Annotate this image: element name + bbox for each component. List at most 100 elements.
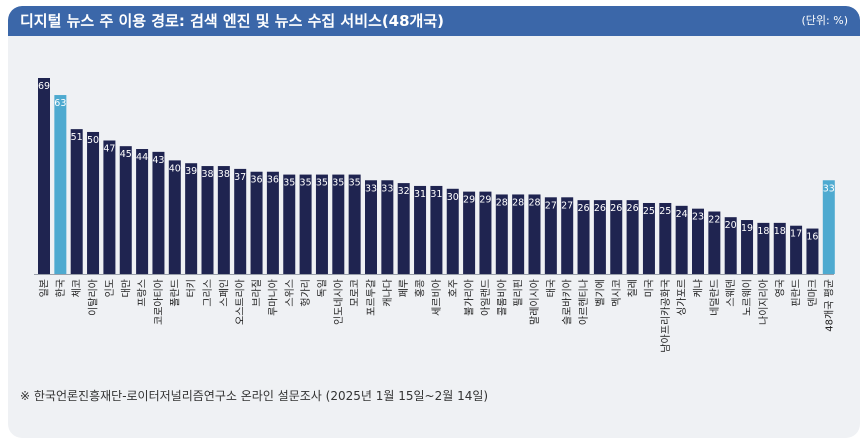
x-tick-label: 모로코 [350, 279, 361, 307]
bar-value-label: 47 [103, 143, 115, 154]
bar-value-label: 19 [741, 223, 753, 234]
bar [397, 183, 410, 274]
bar-value-label: 24 [676, 209, 688, 220]
bar-value-label: 27 [545, 200, 557, 211]
x-tick-label: 케냐 [693, 279, 705, 297]
bar [593, 200, 606, 274]
bar [70, 129, 83, 274]
x-tick-label: 스위스 [283, 279, 296, 307]
bar [87, 131, 100, 274]
x-tick-label: 영국 [774, 279, 786, 297]
x-tick-label: 말레이시아 [529, 279, 541, 325]
x-tick-label: 불가리아 [464, 279, 476, 316]
bar [168, 160, 181, 274]
bar-value-label: 28 [528, 197, 540, 208]
bar [185, 163, 198, 274]
x-tick-label: 인도네시아 [333, 279, 345, 325]
bar [561, 197, 574, 274]
bar-value-label: 28 [496, 197, 508, 208]
bar [446, 188, 459, 274]
bar-value-label: 69 [38, 81, 50, 92]
bar [822, 180, 835, 274]
bar-value-label: 33 [381, 183, 393, 194]
x-tick-label: 멕시코 [611, 279, 623, 307]
bar [773, 222, 786, 274]
bar-value-label: 45 [120, 149, 132, 160]
bar-value-label: 35 [332, 178, 344, 189]
x-tick-label: 48개국 평균 [823, 279, 835, 332]
x-tick-label: 핀란드 [791, 279, 803, 307]
x-tick-label: 스웨덴 [725, 279, 737, 307]
bar [675, 205, 688, 274]
bar-value-label: 33 [365, 183, 377, 194]
x-tick-label: 폴란드 [169, 279, 181, 307]
x-tick-label: 루마니아 [267, 279, 279, 316]
x-tick-label: 싱가포르 [676, 279, 688, 316]
x-tick-label: 칠레 [627, 279, 639, 297]
bar [626, 200, 639, 274]
bar-value-label: 39 [185, 166, 197, 177]
x-tick-label: 콜롬비아 [496, 279, 508, 316]
bar-value-label: 29 [479, 195, 491, 206]
x-tick-label: 포르투갈 [365, 279, 378, 316]
bar-value-label: 28 [512, 197, 524, 208]
bar [806, 228, 819, 274]
bar [54, 95, 67, 274]
x-tick-label: 세르비아 [431, 279, 443, 316]
bar-value-label: 18 [757, 226, 769, 237]
x-tick-label: 태국 [545, 279, 557, 297]
x-tick-label: 오스트리아 [235, 279, 247, 325]
x-tick-label: 그리스 [202, 279, 214, 307]
bar-value-label: 32 [398, 186, 410, 197]
bar [708, 211, 721, 274]
bar [642, 202, 655, 274]
bar-value-label: 63 [54, 98, 66, 109]
bar [152, 151, 165, 274]
bar [250, 171, 263, 274]
bar-value-label: 26 [578, 203, 590, 214]
x-tick-label: 대만 [120, 279, 132, 297]
bar-value-label: 17 [790, 229, 802, 240]
bar-value-label: 26 [594, 203, 606, 214]
bar-value-label: 37 [234, 172, 246, 183]
x-tick-label: 일본 [39, 279, 51, 297]
x-tick-label: 아일랜드 [480, 279, 492, 316]
bar-value-label: 35 [283, 178, 295, 189]
bar [790, 225, 803, 274]
bar-value-label: 31 [414, 189, 426, 200]
x-tick-label: 이탈리아 [87, 279, 100, 316]
bar [610, 200, 623, 274]
unit-label: (단위: %) [801, 14, 848, 27]
x-tick-label: 슬로바키아 [562, 279, 574, 325]
x-tick-label: 브라질 [251, 279, 263, 307]
footnote: ※ 한국언론진흥재단-로이터저널리즘연구소 온라인 설문조사 (2025년 1월… [20, 389, 489, 403]
x-tick-label: 한국 [55, 279, 67, 297]
bar [299, 174, 312, 274]
bar-value-label: 18 [774, 226, 786, 237]
x-tick-label: 아르헨티나 [578, 279, 590, 325]
bar [332, 174, 345, 274]
bar-value-label: 43 [152, 155, 164, 166]
x-tick-label: 코로아티아 [153, 279, 165, 325]
bar [479, 191, 492, 274]
bar [201, 166, 214, 274]
bar [103, 140, 116, 274]
bar-value-label: 38 [218, 169, 230, 180]
x-tick-label: 스페인 [218, 279, 230, 307]
x-tick-label: 나이지리아 [758, 279, 770, 325]
bar [38, 78, 50, 274]
bar-value-label: 25 [643, 206, 655, 217]
bar [365, 180, 377, 274]
x-tick-label: 헝가리 [300, 279, 312, 307]
bar [528, 194, 541, 274]
bar [692, 208, 704, 274]
bar-value-label: 40 [169, 163, 181, 174]
x-tick-label: 페루 [398, 279, 410, 297]
bar-value-label: 50 [87, 135, 99, 146]
bar [577, 200, 590, 274]
x-tick-label: 체코 [71, 279, 83, 297]
bar [757, 222, 770, 274]
bar [217, 166, 230, 274]
bar [741, 220, 754, 274]
x-tick-label: 네덜란드 [709, 279, 721, 316]
